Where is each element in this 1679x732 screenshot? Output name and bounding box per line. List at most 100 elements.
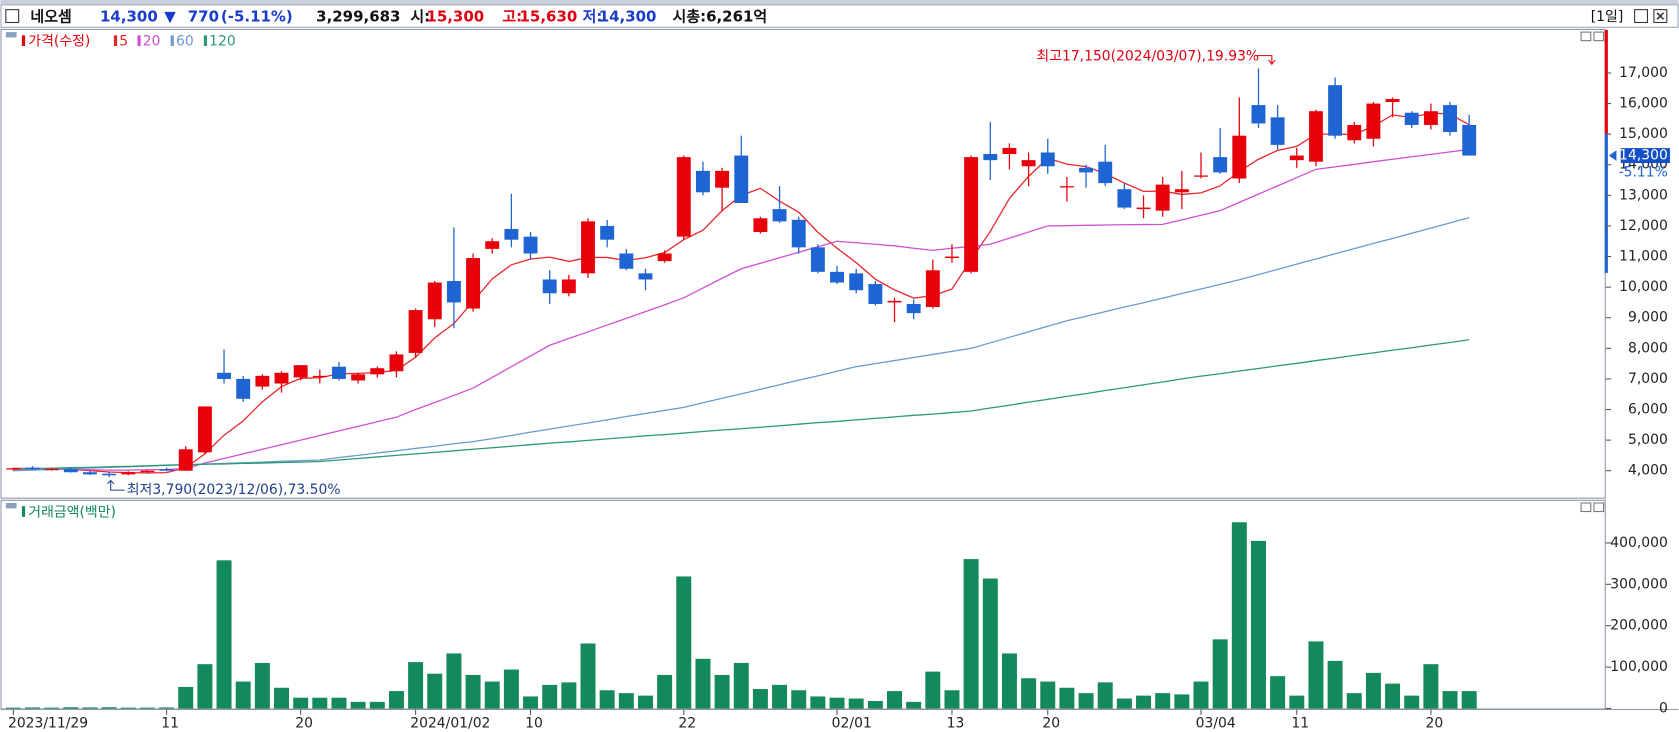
candle-body — [1423, 111, 1438, 125]
candle-body — [1174, 189, 1189, 193]
y-tick-label: 100,000 — [1610, 659, 1668, 675]
legend-label: 120 — [209, 34, 236, 50]
volume-bar — [1461, 691, 1477, 709]
candle-body — [485, 241, 500, 249]
checkbox[interactable] — [5, 9, 20, 24]
candle-body — [695, 170, 710, 193]
candle-body — [178, 449, 193, 471]
legend-swatch — [21, 506, 26, 517]
volume-bar — [542, 684, 558, 709]
candle-body — [236, 378, 251, 399]
current-change-label: -5.11% — [1619, 165, 1668, 181]
volume-bar — [867, 701, 883, 709]
y-tick-label: 8,000 — [1628, 340, 1668, 356]
volume-bar — [1078, 693, 1094, 709]
candle-body — [849, 273, 864, 291]
volume-bar — [254, 662, 270, 709]
candle-body — [676, 157, 691, 237]
candle-body — [1021, 160, 1036, 167]
x-tick-label: 20 — [1042, 715, 1060, 731]
x-tick-label: 20 — [295, 715, 313, 731]
low-annotation: 최저3,790(2023/12/06),73.50% — [127, 482, 341, 498]
volume-bar — [1385, 683, 1401, 709]
y-tick-label: 4,000 — [1628, 463, 1668, 479]
candle-body — [906, 303, 921, 314]
direction: ▼ — [164, 8, 176, 26]
legend-label: 5 — [119, 34, 128, 50]
candle-body — [887, 300, 902, 303]
y-tick-label: 9,000 — [1628, 310, 1668, 326]
candle-body — [1251, 105, 1266, 124]
legend-swatch — [203, 35, 208, 47]
volume-bar — [82, 707, 98, 709]
y-tick-label: 11,000 — [1619, 249, 1668, 265]
candle-body — [542, 279, 557, 294]
volume-bar — [1212, 639, 1228, 709]
open-label: 시: — [410, 8, 430, 26]
volume-bar — [484, 681, 500, 709]
candle-body — [466, 258, 481, 309]
restore-button[interactable] — [1634, 9, 1649, 24]
candle-body — [370, 368, 385, 375]
volume-bar — [44, 707, 60, 709]
x-tick-label: 2024/01/02 — [410, 715, 490, 731]
change-rate: (-5.11%) — [221, 8, 293, 26]
candle-body — [389, 354, 404, 372]
x-tick-label: 03/04 — [1196, 715, 1236, 731]
candle-body — [1213, 157, 1228, 173]
candle-body — [446, 281, 461, 303]
volume-bar — [1231, 522, 1247, 709]
candle-body — [715, 170, 730, 188]
pane-button[interactable] — [1580, 502, 1592, 513]
period[interactable]: [1일] — [1591, 9, 1624, 25]
volume-bar — [791, 690, 807, 709]
candle-body — [581, 221, 595, 274]
low-label: 저: — [583, 8, 603, 26]
volume-bar — [5, 707, 21, 709]
volume-bar — [982, 578, 998, 709]
pane-button[interactable] — [1593, 502, 1605, 513]
candle-body — [1289, 155, 1304, 161]
candle-body — [600, 225, 615, 240]
volume-bar — [599, 690, 615, 709]
pane-handle[interactable] — [5, 32, 17, 38]
volume-bar — [159, 707, 175, 709]
candle-body — [830, 271, 844, 283]
y-tick-label: 0 — [1659, 700, 1668, 716]
candle-body — [1232, 135, 1247, 179]
volume-bar — [1442, 691, 1458, 709]
pane-button[interactable] — [1580, 31, 1592, 42]
high: 15,630 — [520, 8, 578, 26]
candle-body — [983, 154, 998, 161]
x-tick-label: 02/01 — [832, 715, 872, 731]
plot-layer: 4,000 5,000 6,000 7,000 8,000 9,000 10,000 11,0… — [5, 34, 1670, 731]
candle-body — [523, 236, 538, 254]
volume-bar — [293, 697, 309, 709]
change: 770 — [188, 8, 219, 26]
pane-handle[interactable] — [5, 502, 17, 509]
y-tick-label: 5,000 — [1628, 432, 1668, 448]
pane-button[interactable] — [1593, 31, 1605, 42]
candle-body — [1366, 103, 1381, 139]
x-tick-label: 11 — [1291, 715, 1309, 731]
candle-body — [1079, 167, 1094, 173]
y-tick-label: 15,000 — [1619, 126, 1668, 142]
header-bar — [0, 4, 1679, 28]
volume-bar — [1059, 687, 1075, 709]
volume-bar — [1193, 681, 1209, 709]
volume-bar — [1174, 694, 1190, 709]
candle-body — [6, 468, 21, 470]
candle-body — [427, 282, 442, 320]
candle-body — [1308, 111, 1323, 162]
candle-body — [1443, 105, 1457, 133]
volume-bar — [216, 560, 232, 709]
x-tick-label: 10 — [525, 715, 543, 731]
volume-bar — [465, 674, 481, 709]
y-tick-label: 13,000 — [1619, 187, 1668, 203]
candle-body — [408, 310, 423, 353]
candle-body — [293, 365, 308, 378]
market-cap: 시총:6,261억 — [673, 8, 768, 26]
moving-average — [13, 148, 1470, 471]
